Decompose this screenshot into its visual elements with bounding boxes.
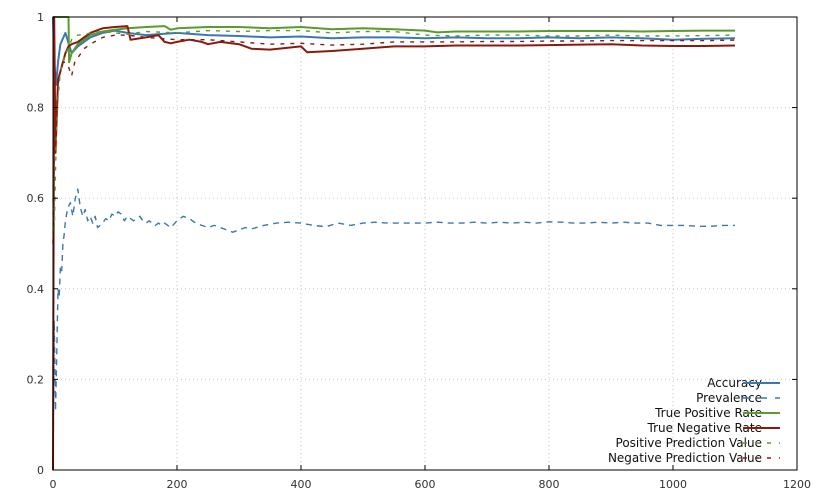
x-tick-label: 600 (415, 478, 436, 491)
y-tick-label: 0.8 (27, 102, 45, 115)
ticks: 0 200 400 600 800 1000 1200 0 0.2 0.4 0.6 0.8 1 (27, 11, 812, 491)
series-line-prevalence (52, 188, 735, 471)
legend-label-true-positive-rate: True Positive Rate (654, 406, 762, 420)
y-tick-label: 0 (37, 464, 44, 477)
x-tick-label: 800 (539, 478, 560, 491)
plot-frame (52, 16, 798, 471)
series-layer (52, 16, 736, 471)
y-tick-label: 0.2 (27, 373, 45, 386)
y-tick-label: 1 (37, 11, 44, 24)
grid (53, 17, 797, 470)
series-line-true-positive-rate (52, 16, 735, 64)
x-tick-label: 200 (167, 478, 188, 491)
series-line-positive-prediction-value (52, 29, 736, 236)
legend-label-accuracy: Accuracy (707, 376, 762, 390)
legend-label-negative-prediction-value: Negative Prediction Value (608, 451, 762, 465)
legend-label-true-negative-rate: True Negative Rate (647, 421, 763, 435)
y-tick-label: 0.6 (27, 192, 45, 205)
series-line-negative-prediction-value (52, 34, 736, 244)
series-line-true-negative-rate (52, 16, 736, 471)
legend-label-positive-prediction-value: Positive Prediction Value (616, 436, 762, 450)
legend-label-prevalence: Prevalence (696, 391, 762, 405)
x-tick-label: 1000 (659, 478, 687, 491)
y-tick-label: 0.4 (27, 283, 45, 296)
x-tick-label: 400 (291, 478, 312, 491)
x-tick-label: 1200 (783, 478, 811, 491)
series-line-accuracy (52, 16, 736, 86)
x-tick-label: 0 (50, 478, 57, 491)
